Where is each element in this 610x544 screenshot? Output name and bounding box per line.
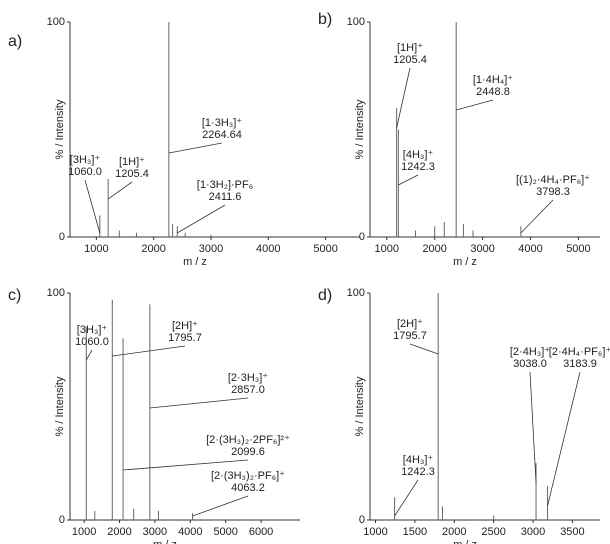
y-axis-label: % / Intensity bbox=[354, 376, 366, 436]
annotation-label: [2·4H₄·PF₆]⁺ bbox=[549, 346, 610, 358]
annotation-arrow bbox=[409, 343, 439, 355]
x-tick-label: 3000 bbox=[143, 526, 167, 538]
x-tick-label: 2000 bbox=[107, 526, 131, 538]
panel-label: d) bbox=[318, 287, 332, 304]
annotation-value: 1795.7 bbox=[168, 332, 202, 344]
annotation-label: [1·4H₄]⁺ bbox=[473, 74, 513, 86]
y-tick-label: 100 bbox=[347, 16, 365, 28]
y-axis-label: % / Intensity bbox=[54, 376, 66, 436]
annotation-label: [4H₃]⁺ bbox=[403, 149, 434, 161]
annotation-label: [1H]⁺ bbox=[119, 156, 145, 168]
x-tick-label: 3000 bbox=[521, 526, 545, 538]
annotation-label: [1·3H₃]⁺ bbox=[202, 117, 242, 129]
x-tick-label: 2500 bbox=[481, 526, 505, 538]
x-axis-label: m / z bbox=[183, 256, 207, 268]
y-tick-label: 100 bbox=[47, 287, 65, 299]
annotation-arrow bbox=[168, 142, 223, 154]
annotation-label: [3H₃]⁺ bbox=[70, 154, 101, 166]
x-axis-label: m / z bbox=[453, 256, 477, 268]
annotation-label: [(1)₂·4H₄·PF₆]⁺ bbox=[516, 174, 590, 186]
annotation-label: [2H]⁺ bbox=[172, 320, 198, 332]
panel-label: b) bbox=[318, 11, 332, 28]
annotation-value: 2448.8 bbox=[476, 86, 510, 98]
annotation-value: 1060.0 bbox=[68, 166, 102, 178]
annotation-arrow bbox=[547, 371, 581, 507]
annotation-label: [1·3H₂]·PF₆ bbox=[197, 179, 253, 191]
annotation-value: 3183.9 bbox=[563, 358, 597, 370]
annotation-value: 1060.0 bbox=[75, 336, 109, 348]
x-tick-label: 1000 bbox=[72, 526, 96, 538]
annotation-value: 4063.2 bbox=[231, 482, 265, 494]
x-tick-label: 3000 bbox=[470, 243, 494, 255]
annotation-value: 1795.7 bbox=[393, 330, 427, 342]
x-tick-label: 1000 bbox=[363, 526, 387, 538]
annotation-arrow bbox=[123, 459, 249, 471]
x-tick-label: 1000 bbox=[375, 243, 399, 255]
annotation-value: 2264.64 bbox=[202, 129, 242, 141]
x-tick-label: 5000 bbox=[313, 243, 337, 255]
annotation-arrow bbox=[107, 181, 133, 200]
x-tick-label: 5000 bbox=[566, 243, 590, 255]
annotation-value: 1242.3 bbox=[401, 466, 435, 478]
x-tick-label: 4000 bbox=[518, 243, 542, 255]
annotation-value: 1242.3 bbox=[401, 161, 435, 173]
y-tick-label: 0 bbox=[359, 231, 365, 243]
annotation-arrow bbox=[192, 495, 249, 517]
x-tick-label: 4000 bbox=[178, 526, 202, 538]
y-tick-label: 0 bbox=[359, 514, 365, 526]
x-tick-label: 6000 bbox=[249, 526, 273, 538]
y-tick-label: 0 bbox=[59, 514, 65, 526]
x-tick-label: 3500 bbox=[560, 526, 584, 538]
x-axis-label: m / z bbox=[153, 539, 177, 544]
annotation-label: [3H₃]⁺ bbox=[77, 324, 108, 336]
x-tick-label: 3000 bbox=[199, 243, 223, 255]
x-axis-label: m / z bbox=[453, 539, 477, 544]
annotation-arrow bbox=[520, 199, 554, 234]
annotation-arrow bbox=[529, 371, 537, 484]
x-tick-label: 4000 bbox=[256, 243, 280, 255]
annotation-label: [2·(3H₃)₂·PF₆]⁺ bbox=[211, 470, 285, 482]
annotation-arrow bbox=[177, 204, 226, 234]
annotation-label: [2·3H₃]⁺ bbox=[228, 372, 268, 384]
y-tick-label: 100 bbox=[347, 287, 365, 299]
y-axis-label: % / Intensity bbox=[354, 99, 366, 159]
annotation-value: 1205.4 bbox=[115, 168, 149, 180]
annotation-value: 3798.3 bbox=[536, 186, 570, 198]
annotation-value: 2099.6 bbox=[231, 446, 265, 458]
x-tick-label: 1500 bbox=[403, 526, 427, 538]
annotation-arrow bbox=[398, 174, 419, 186]
x-tick-label: 2000 bbox=[422, 243, 446, 255]
annotation-label: [2·(3H₃)₂·2PF₆]²⁺ bbox=[206, 434, 290, 446]
annotation-arrow bbox=[149, 397, 249, 409]
y-axis-label: % / Intensity bbox=[54, 99, 66, 159]
x-tick-label: 2000 bbox=[141, 243, 165, 255]
annotation-label: [2H]⁺ bbox=[397, 318, 423, 330]
annotation-arrow bbox=[396, 67, 411, 129]
y-tick-label: 0 bbox=[59, 231, 65, 243]
annotation-value: 1205.4 bbox=[393, 54, 427, 66]
panel-label: a) bbox=[8, 33, 22, 50]
annotation-value: 3038.0 bbox=[513, 358, 547, 370]
panel-label: c) bbox=[8, 287, 21, 304]
x-tick-label: 1000 bbox=[84, 243, 108, 255]
annotation-value: 2857.0 bbox=[231, 384, 265, 396]
annotation-arrow bbox=[85, 349, 93, 361]
annotation-value: 2411.6 bbox=[209, 191, 242, 203]
x-tick-label: 2000 bbox=[442, 526, 466, 538]
y-tick-label: 100 bbox=[47, 16, 65, 28]
annotation-arrow bbox=[394, 479, 419, 517]
annotation-label: [2·4H₃]⁺ bbox=[510, 346, 550, 358]
annotation-arrow bbox=[456, 99, 494, 111]
annotation-label: [4H₃]⁺ bbox=[403, 454, 434, 466]
annotation-label: [1H]⁺ bbox=[397, 42, 423, 54]
annotation-arrow bbox=[84, 179, 101, 234]
annotation-arrow bbox=[112, 345, 186, 357]
x-tick-label: 5000 bbox=[213, 526, 237, 538]
